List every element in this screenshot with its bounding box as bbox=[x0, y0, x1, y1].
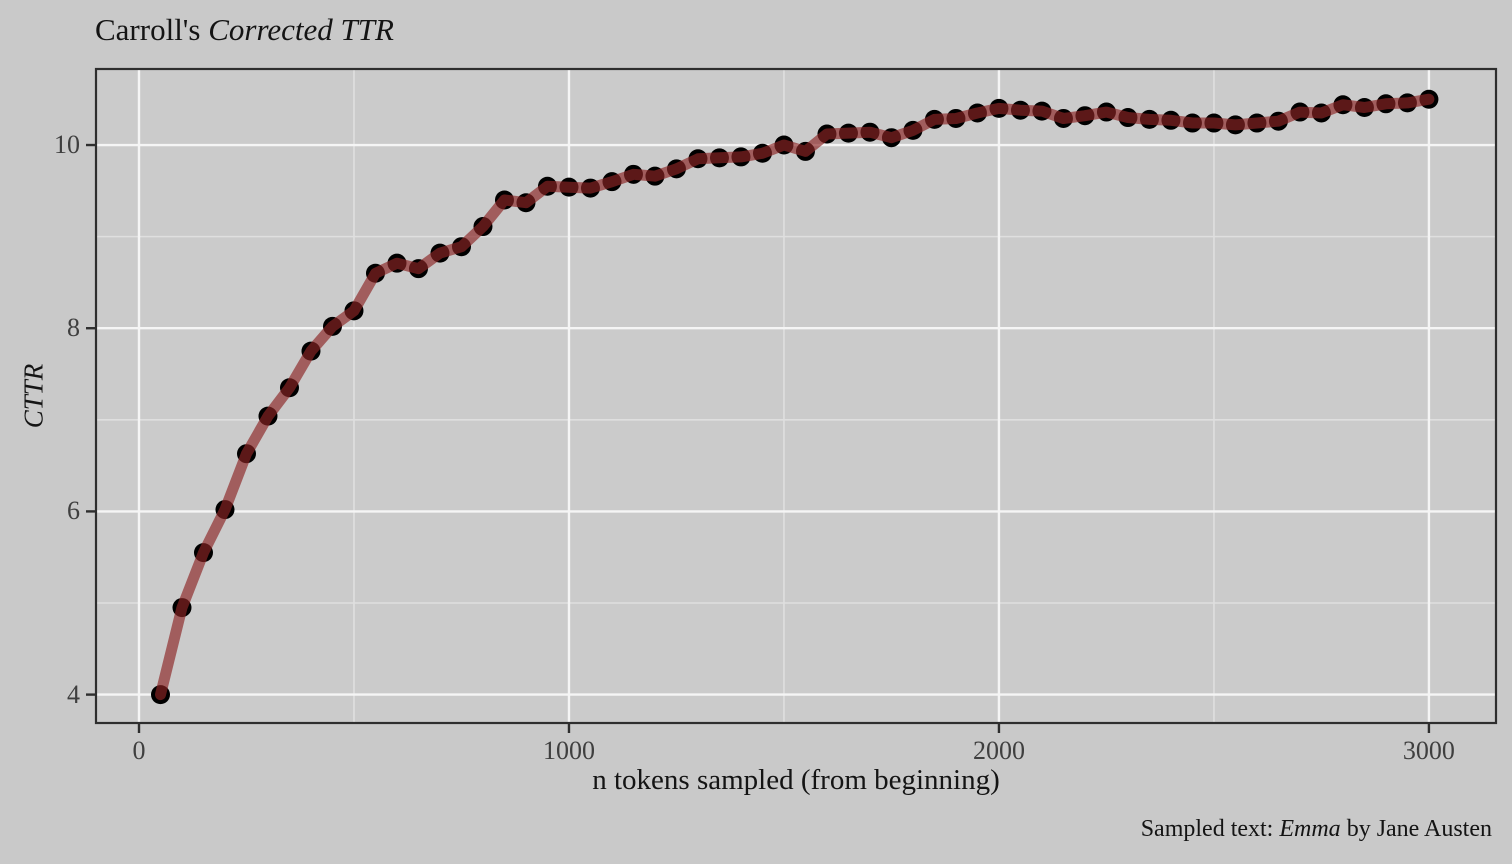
panel-border bbox=[94, 67, 1498, 725]
plot-title-italic: Corrected TTR bbox=[208, 12, 394, 47]
x-axis-title: n tokens sampled (from beginning) bbox=[592, 764, 1000, 796]
y-tick-label: 6 bbox=[67, 496, 80, 526]
caption: Sampled text: Emma by Jane Austen bbox=[1141, 816, 1492, 843]
x-tick-label: 1000 bbox=[542, 736, 595, 765]
x-tick-label: 2000 bbox=[972, 736, 1025, 765]
panel-background bbox=[96, 69, 1496, 723]
plot-title: Carroll's Corrected TTR bbox=[95, 12, 394, 48]
y-tick-label: 10 bbox=[54, 130, 80, 160]
y-tick-label: 4 bbox=[67, 679, 80, 709]
x-tick-label: 3000 bbox=[1402, 736, 1455, 765]
x-tick-label: 0 bbox=[132, 736, 146, 765]
data-line bbox=[155, 93, 1435, 701]
caption-prefix: Sampled text: bbox=[1140, 816, 1280, 842]
caption-italic: Emma bbox=[1279, 816, 1341, 842]
y-tick-label: 8 bbox=[67, 313, 80, 343]
plot-title-prefix: Carroll's bbox=[95, 12, 209, 47]
y-axis-title: CTTR bbox=[18, 363, 49, 429]
caption-suffix: by Jane Austen bbox=[1340, 816, 1492, 842]
